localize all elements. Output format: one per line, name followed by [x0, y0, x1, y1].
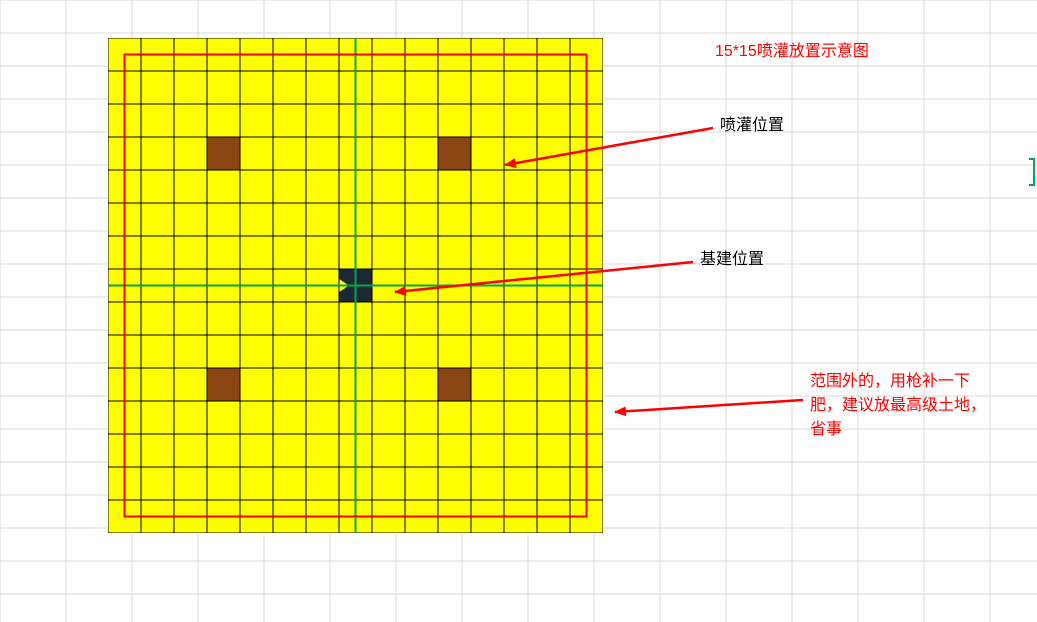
farm-plot-svg [108, 38, 603, 533]
right-edge-marker [1029, 158, 1035, 186]
center-label: 基建位置 [700, 248, 900, 272]
farm-plot [108, 38, 603, 533]
sprinkler-label: 喷灌位置 [720, 114, 920, 138]
title-label: 15*15喷灌放置示意图 [715, 40, 975, 64]
note-label: 范围外的，用枪补一下肥，建议放最高级土地，省事 [810, 370, 1000, 442]
